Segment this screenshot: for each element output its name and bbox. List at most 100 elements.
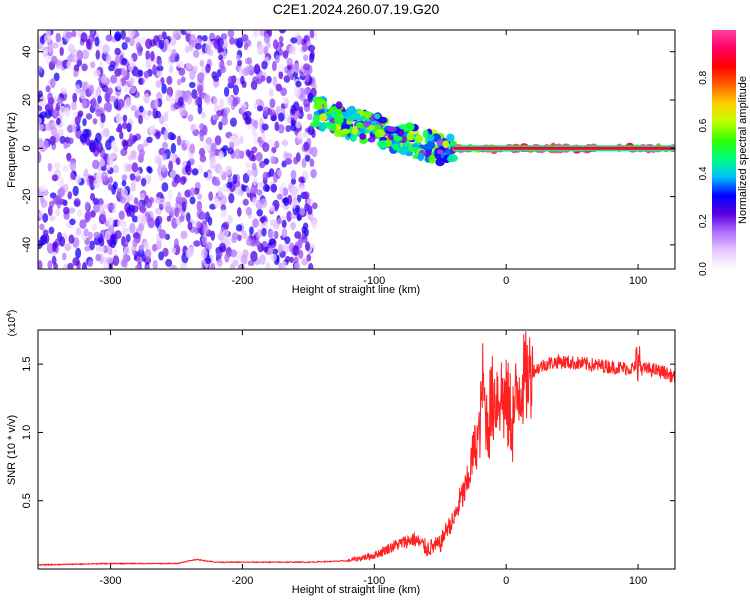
spectrogram-cell	[170, 133, 177, 141]
spectrogram-cell	[267, 107, 272, 116]
spectrogram-cell	[115, 126, 123, 133]
spectrogram-cell	[199, 59, 204, 68]
spectrogram-cell	[71, 123, 77, 133]
spectrogram-cell	[246, 169, 253, 177]
spectrogram-cell	[150, 51, 155, 62]
spectrogram-cell	[152, 259, 158, 269]
spectrogram-cell	[277, 169, 282, 177]
spectrogram-cell	[424, 150, 432, 157]
spectrogram-cell	[123, 245, 131, 256]
spectrogram-cell	[160, 164, 167, 173]
spectrogram-cell	[84, 211, 92, 222]
spectrogram-cell	[143, 241, 150, 250]
spectrogram-cell	[301, 43, 308, 52]
spectrogram-cell	[51, 42, 59, 49]
spectrogram-cell	[168, 160, 174, 172]
spectrogram-cell	[187, 114, 194, 122]
spectrogram-cell	[49, 136, 57, 144]
colorbar-tick-label: 0.2	[698, 214, 709, 228]
spectrogram-cell	[154, 207, 161, 215]
spectrogram-cell	[255, 152, 263, 162]
spectrogram-cell	[129, 222, 136, 234]
spectrogram-cell	[298, 250, 304, 259]
spectrogram-cell	[273, 230, 279, 240]
spectrogram-cell	[287, 194, 293, 205]
spectrogram-cell	[93, 236, 101, 246]
spectrogram-cell	[252, 176, 258, 186]
spectrogram-cell	[204, 43, 211, 55]
spectrogram-cell	[82, 262, 87, 269]
spectrogram-cell	[164, 233, 171, 241]
spectrogram-cell	[122, 114, 128, 123]
spectrogram-cell	[220, 204, 227, 212]
spectrogram-cell	[242, 198, 249, 206]
spectrogram-cell	[144, 264, 151, 269]
spectrogram-cell	[158, 114, 165, 125]
spectrogram-cell	[220, 209, 228, 218]
spectrogram-cell	[307, 125, 315, 136]
spectrogram-cell	[211, 142, 217, 152]
spectrogram-cell	[281, 219, 287, 229]
spectrogram-cell	[143, 70, 150, 79]
spectrogram-cell	[131, 162, 139, 173]
spectrogram-cell	[76, 49, 84, 61]
spectrogram-cell	[303, 131, 309, 139]
spectrogram-cell	[219, 242, 226, 252]
spectrogram-cell	[285, 125, 292, 133]
spectrogram-cell	[346, 106, 357, 115]
spectrogram-cell	[271, 248, 279, 255]
spectrogram-cell	[84, 201, 90, 211]
spectrogram-cell	[254, 30, 259, 37]
spectrogram-cell	[97, 95, 102, 104]
spectrogram-cell	[159, 229, 167, 239]
spectrogram-cell	[205, 257, 212, 265]
spectrogram-cell	[155, 110, 162, 119]
spectrogram-cell	[298, 176, 305, 183]
spectrogram-cell	[447, 155, 455, 163]
spectrogram-cell	[110, 75, 118, 84]
spectrogram-cell	[203, 143, 211, 152]
spectrogram-cell	[203, 171, 209, 178]
spectrogram-cell	[258, 181, 265, 188]
spectrogram-cell	[263, 46, 269, 55]
spectrogram-cell	[165, 258, 173, 267]
spectrogram-cell	[241, 34, 249, 42]
spectrogram-cell	[189, 143, 195, 154]
spectrogram-cell	[107, 202, 115, 211]
spectrogram-cell	[38, 139, 44, 149]
spectrogram-cell	[129, 173, 136, 181]
spectrogram-cell	[261, 227, 267, 237]
spectrogram-cell	[189, 34, 197, 45]
carrier-band-core	[453, 146, 675, 150]
spectrogram-cell	[289, 45, 296, 55]
colorbar-ticks: 0.0 0.2 0.4 0.6 0.8	[698, 70, 709, 276]
spectrogram-cell	[125, 195, 131, 203]
spectrogram-cell	[169, 151, 176, 162]
spectrogram-cell	[295, 35, 303, 46]
spectrogram-cell	[171, 180, 178, 188]
spectrogram-cell	[270, 183, 278, 193]
spectrogram-cell	[107, 216, 114, 227]
spectrogram-cell	[73, 70, 79, 78]
spectrogram-cell	[81, 81, 88, 91]
spectrogram-cell	[236, 54, 241, 61]
snr-multiplier-base: (x10	[7, 316, 18, 336]
spectrogram-cell	[174, 207, 180, 218]
spectrogram-cell	[205, 63, 211, 74]
spectrogram-cell	[312, 114, 320, 123]
spectrogram-cell	[203, 93, 211, 103]
spectrogram-cell	[104, 91, 111, 102]
spectrogram-cell	[191, 168, 199, 176]
spectrogram-cell	[76, 58, 83, 67]
spectrogram-cell	[108, 64, 115, 72]
spectrogram-cell	[303, 63, 310, 71]
spectrogram-cell	[75, 247, 82, 259]
spectrogram-cell	[98, 214, 106, 224]
spectrogram-cell	[250, 250, 258, 262]
spectrogram-cell	[245, 65, 250, 76]
spectrogram-cell	[167, 189, 173, 201]
spectrogram-cell	[191, 89, 198, 99]
spectrogram-cell	[105, 54, 112, 64]
spectrogram-cell	[216, 258, 223, 267]
